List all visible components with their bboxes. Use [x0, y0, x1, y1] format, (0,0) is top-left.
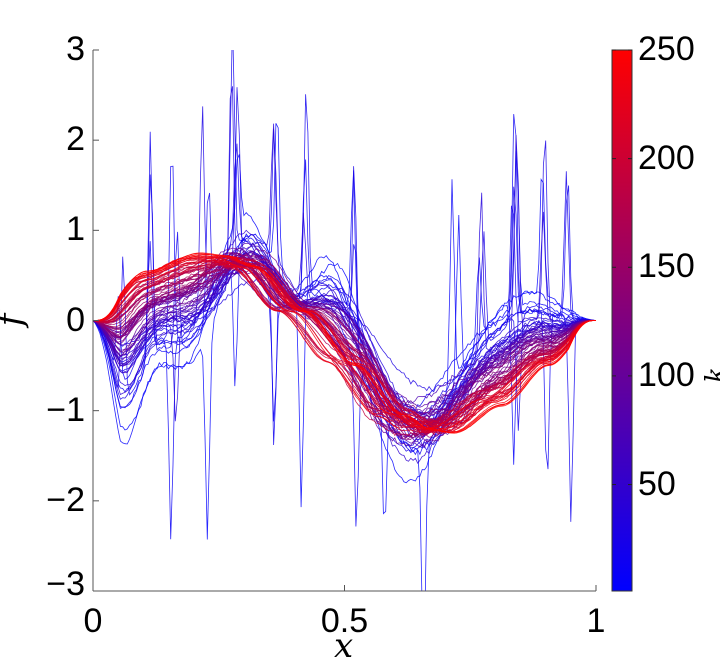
y-tick-label: −1	[46, 390, 85, 429]
y-axis-label: f	[0, 314, 30, 327]
axes-frame	[92, 49, 597, 592]
x-tick-label: 0.5	[320, 602, 369, 640]
y-tick-label: −2	[46, 480, 85, 519]
y-tick-label: 3	[66, 30, 85, 68]
colorbar-tick-label: 100	[638, 355, 695, 394]
colorbar-tick-label: 200	[638, 138, 695, 177]
colorbar-tick-label: 250	[638, 30, 695, 68]
y-tick-label: −3	[46, 565, 85, 603]
x-tick-label: 1	[586, 602, 606, 640]
colorbar-tick-label: 150	[638, 247, 695, 286]
y-tick-label: 1	[66, 210, 85, 249]
colorbar-axis-label: k	[701, 367, 720, 383]
curve-family	[93, 50, 596, 591]
colorbar-tick-label: 50	[638, 464, 676, 503]
colorbar	[611, 49, 633, 592]
x-tick-label: 0	[83, 602, 103, 640]
y-tick-label: 2	[66, 120, 85, 159]
x-axis-label: x	[334, 626, 354, 666]
y-tick-label: 0	[66, 300, 85, 339]
